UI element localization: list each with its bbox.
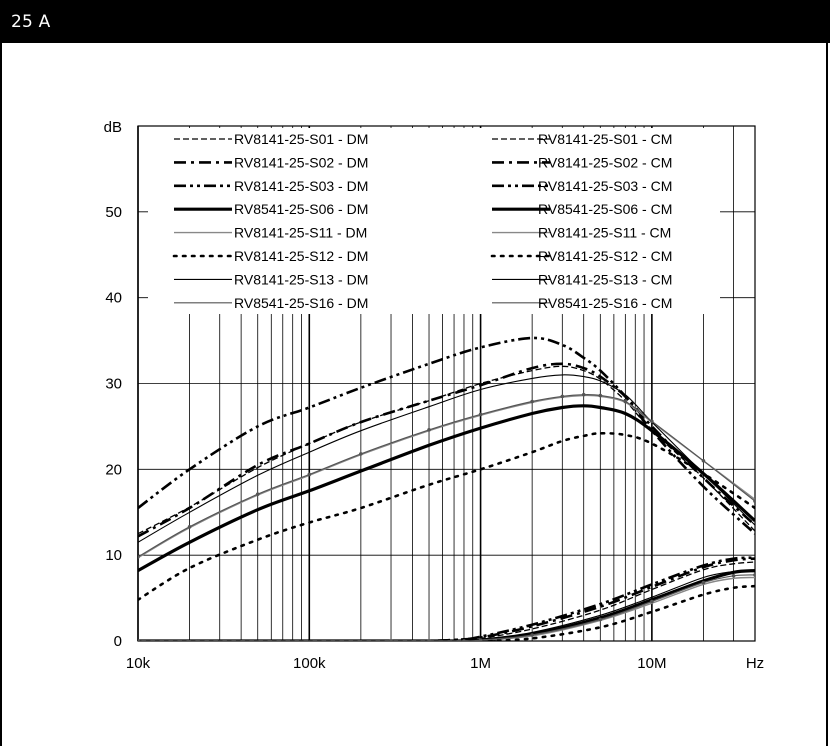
series-point xyxy=(138,555,140,559)
series-point xyxy=(389,639,393,641)
y-tick-label: 20 xyxy=(105,461,122,478)
header-title: 25 A xyxy=(11,12,51,32)
series-rv8141-25-s03-dm-line xyxy=(138,336,755,535)
series-rv8141-25-s02-cm-line xyxy=(138,557,755,641)
series-rv8141-25-s12-dm-line xyxy=(138,431,755,602)
series-point xyxy=(462,639,466,641)
legend-label: RV8141-25-S12 - DM xyxy=(234,248,368,264)
legend-label: RV8141-25-S01 - CM xyxy=(538,131,672,147)
y-tick-label: 10 xyxy=(105,547,122,564)
series-rv8141-25-s03-cm-line xyxy=(138,556,755,641)
legend-label: RV8141-25-S11 - CM xyxy=(538,225,671,241)
x-tick-label: 1M xyxy=(470,655,491,672)
series-point xyxy=(478,638,483,641)
header-bar: 25 A xyxy=(0,0,830,43)
legend-label: RV8541-25-S06 - DM xyxy=(234,201,368,217)
legend-label: RV8141-25-S12 - CM xyxy=(538,248,672,264)
legend-label: RV8541-25-S16 - DM xyxy=(234,295,368,311)
legend-label: RV8141-25-S13 - DM xyxy=(234,271,368,287)
y-tick-label: 50 xyxy=(105,204,122,221)
series-point xyxy=(187,525,192,529)
legend-label: RV8141-25-S02 - DM xyxy=(234,154,368,170)
series-point xyxy=(623,399,628,404)
series-point xyxy=(701,580,706,585)
series-rv8541-25-s16-dm-line xyxy=(138,393,755,558)
series-rv8141-25-s13-cm-line xyxy=(138,569,755,641)
series-point xyxy=(359,452,363,456)
y-tick-label: 40 xyxy=(105,290,122,307)
legend-label: RV8541-25-S16 - CM xyxy=(538,295,672,311)
x-tick-label: 10k xyxy=(126,655,151,672)
series-point xyxy=(581,392,586,397)
legend-label: RV8141-25-S11 - DM xyxy=(234,225,367,241)
series-point xyxy=(560,394,565,399)
series-point xyxy=(427,428,431,432)
series-group xyxy=(138,336,755,641)
series-point xyxy=(598,393,603,398)
series-point xyxy=(650,419,654,424)
series-point xyxy=(753,573,755,577)
series-point xyxy=(255,492,260,497)
legend-background xyxy=(148,128,720,314)
series-rv8141-25-s01-cm-line xyxy=(138,561,755,641)
legend-label: RV8541-25-S06 - CM xyxy=(538,201,672,217)
series-point xyxy=(530,399,534,404)
series-rv8541-25-s16-cm-line xyxy=(138,574,755,641)
x-tick-label: 10M xyxy=(637,655,666,672)
y-tick-label: 30 xyxy=(105,376,122,393)
series-point xyxy=(650,599,654,604)
y-tick-label: 0 xyxy=(114,633,122,650)
series-rv8141-25-s12-cm-line xyxy=(138,584,755,641)
y-axis-label: dB xyxy=(104,119,122,136)
x-tick-label: 100k xyxy=(293,655,326,672)
legend-label: RV8141-25-S13 - CM xyxy=(538,271,672,287)
series-point xyxy=(427,639,431,641)
series-point xyxy=(701,458,706,463)
series-rv8141-25-s01-dm-line xyxy=(138,365,755,535)
series-rv8541-25-s06-dm-line xyxy=(138,404,755,573)
series-point xyxy=(138,639,140,641)
series-rv8141-25-s02-dm-line xyxy=(138,362,755,538)
series-point xyxy=(731,573,736,578)
series-point xyxy=(530,633,534,637)
legend-label: RV8141-25-S02 - CM xyxy=(538,154,672,170)
series-point xyxy=(307,472,312,477)
legend: RV8141-25-S01 - DM RV8141-25-S02 - DM RV81… xyxy=(148,128,720,314)
series-rv8141-25-s13-dm-line xyxy=(138,374,755,543)
x-axis-label: Hz xyxy=(746,655,764,672)
legend-label: RV8141-25-S03 - DM xyxy=(234,178,368,194)
series-point xyxy=(753,499,755,503)
legend-label: RV8141-25-S03 - CM xyxy=(538,178,672,194)
series-point xyxy=(598,617,603,622)
series-rv8141-25-s11-cm-line xyxy=(138,576,755,641)
legend-label: RV8141-25-S01 - DM xyxy=(234,131,368,147)
series-point xyxy=(478,412,483,417)
series-rv8141-25-s11-dm-line xyxy=(138,394,755,559)
